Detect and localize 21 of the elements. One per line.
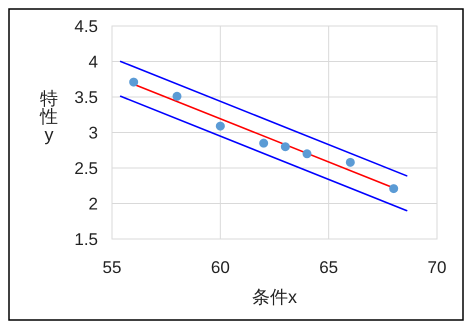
y-tick-label: 2.5 [74,158,98,178]
point [302,149,312,158]
point [389,184,398,194]
point [346,158,355,167]
point [129,78,138,87]
x-tick-label: 70 [428,258,446,277]
y-tick-label: 4 [88,52,98,72]
y-tick-label: 4.5 [74,16,98,36]
y-tick-label: 3.5 [74,88,98,107]
point [259,138,268,148]
x-tick-label: 60 [210,258,230,277]
point [280,142,290,152]
y-tick-label: 1.5 [74,230,98,249]
x-axis-title: 条件x [252,287,297,307]
x-tick-label: 65 [319,258,338,277]
y-axis-title: 特性y [39,88,58,144]
y-tick-label: 2 [88,194,98,214]
point [172,92,182,101]
point [216,122,225,131]
y-tick-label: 3 [88,123,98,142]
x-tick-label: 55 [102,258,122,277]
